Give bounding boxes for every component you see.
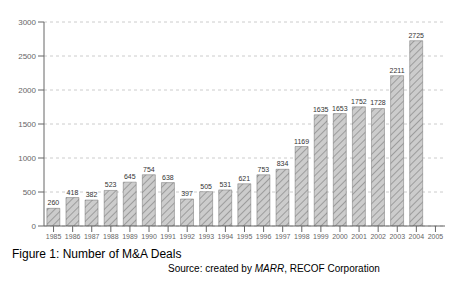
svg-text:1169: 1169: [294, 138, 309, 145]
svg-text:1988: 1988: [103, 233, 119, 240]
svg-text:382: 382: [86, 191, 98, 198]
svg-text:621: 621: [238, 175, 250, 182]
svg-text:1991: 1991: [160, 233, 176, 240]
svg-text:753: 753: [258, 166, 270, 173]
svg-text:638: 638: [162, 174, 174, 181]
svg-text:1999: 1999: [313, 233, 329, 240]
svg-text:1987: 1987: [84, 233, 100, 240]
svg-text:1990: 1990: [141, 233, 157, 240]
svg-text:260: 260: [48, 199, 60, 206]
svg-text:2000: 2000: [18, 86, 36, 95]
svg-text:2211: 2211: [390, 67, 405, 74]
svg-text:1752: 1752: [351, 98, 367, 105]
svg-text:2725: 2725: [408, 32, 424, 39]
svg-text:2000: 2000: [332, 233, 348, 240]
svg-text:1500: 1500: [18, 120, 36, 129]
svg-text:0: 0: [32, 222, 37, 231]
svg-text:1995: 1995: [237, 233, 253, 240]
svg-text:2005: 2005: [428, 233, 444, 240]
svg-text:1994: 1994: [218, 233, 234, 240]
svg-text:523: 523: [105, 181, 117, 188]
svg-text:834: 834: [277, 160, 289, 167]
svg-text:1985: 1985: [46, 233, 62, 240]
svg-text:2500: 2500: [18, 52, 36, 61]
svg-text:1653: 1653: [332, 105, 348, 112]
svg-text:2003: 2003: [389, 233, 405, 240]
svg-text:1728: 1728: [370, 99, 386, 106]
svg-text:397: 397: [181, 190, 193, 197]
svg-text:2002: 2002: [370, 233, 386, 240]
svg-text:1989: 1989: [122, 233, 138, 240]
svg-text:1996: 1996: [256, 233, 272, 240]
svg-text:1000: 1000: [18, 154, 36, 163]
svg-text:500: 500: [23, 188, 37, 197]
svg-text:1986: 1986: [65, 233, 81, 240]
svg-text:645: 645: [124, 173, 136, 180]
svg-text:1635: 1635: [313, 106, 329, 113]
svg-text:1998: 1998: [294, 233, 310, 240]
svg-text:2004: 2004: [409, 233, 425, 240]
html-text:Figure 1: Number of M&A Deals: Figure 1: Number of M&A Deals: [12, 247, 182, 261]
svg-text:505: 505: [200, 183, 212, 190]
html-text:Source: created by MARR, RECOF: Source: created by MARR, RECOF Corporati…: [168, 263, 380, 274]
svg-text:3000: 3000: [18, 18, 36, 27]
svg-text:1993: 1993: [199, 233, 215, 240]
svg-text:2001: 2001: [351, 233, 367, 240]
svg-text:754: 754: [143, 166, 155, 173]
svg-text:418: 418: [67, 189, 79, 196]
svg-text:1997: 1997: [275, 233, 291, 240]
svg-text:1992: 1992: [179, 233, 195, 240]
svg-text:531: 531: [219, 181, 231, 188]
